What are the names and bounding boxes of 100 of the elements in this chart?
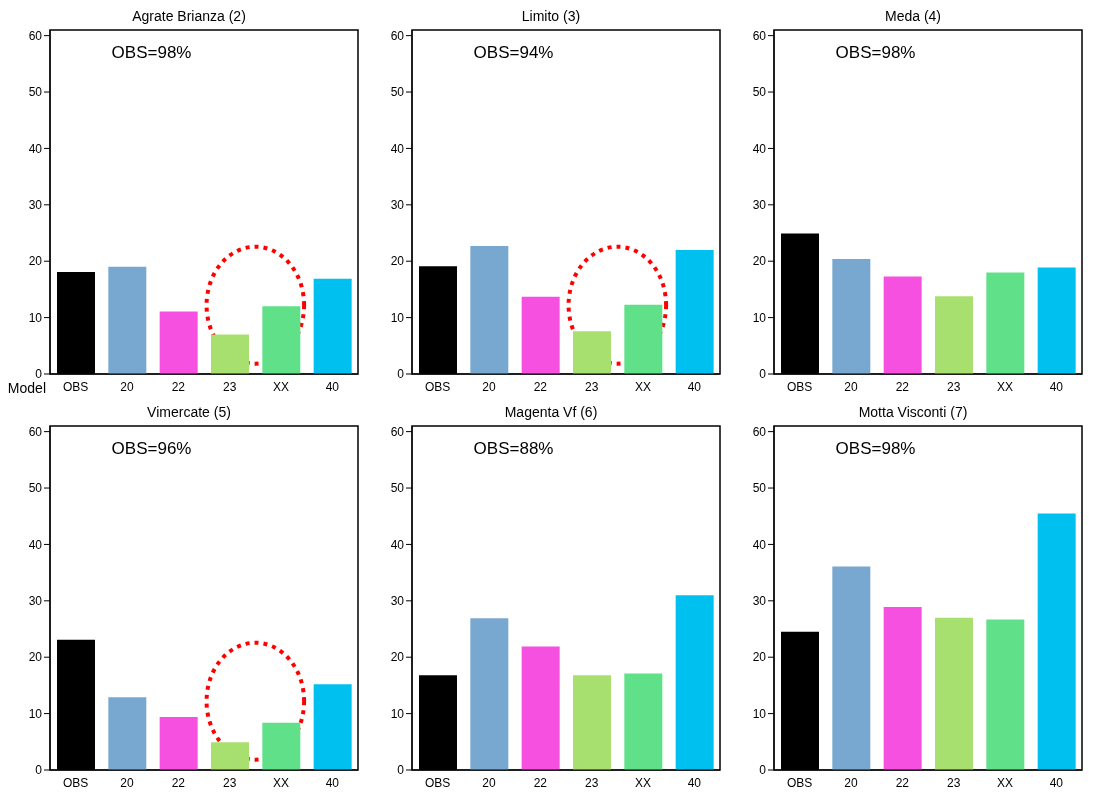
bar — [986, 619, 1025, 770]
annotation: OBS=98% — [835, 43, 916, 62]
x-tick-label: 40 — [1049, 775, 1064, 790]
x-tick-label: OBS — [786, 379, 813, 394]
y-tick-label: 60 — [28, 28, 43, 43]
y-tick-label: 60 — [28, 424, 43, 439]
y-tick-label: 60 — [390, 28, 405, 43]
x-tick-label: 40 — [1049, 379, 1064, 394]
y-tick-label: 10 — [752, 706, 767, 721]
x-tick-label: 20 — [120, 775, 134, 790]
y-tick-label: 0 — [397, 763, 405, 778]
y-tick-label: 40 — [752, 537, 767, 552]
y-tick-label: 0 — [759, 763, 767, 778]
annotation: OBS=94% — [473, 43, 554, 62]
annotation: OBS=88% — [473, 439, 554, 458]
x-tick-label: XX — [634, 379, 652, 394]
y-tick-label: 40 — [28, 537, 43, 552]
bar — [935, 296, 973, 374]
x-tick-label: XX — [996, 379, 1014, 394]
x-tick-label: OBS — [424, 775, 451, 790]
y-tick-label: 20 — [752, 650, 767, 665]
y-tick-label: 10 — [28, 706, 43, 721]
y-tick-label: 0 — [759, 367, 767, 382]
y-tick-label: 50 — [752, 85, 767, 100]
bar — [470, 245, 509, 374]
annotation: OBS=96% — [111, 439, 192, 458]
x-tick-label: 22 — [533, 379, 548, 394]
x-tick-label: 22 — [171, 775, 186, 790]
y-tick-label: 10 — [390, 706, 405, 721]
x-tick-label: 22 — [533, 775, 548, 790]
chart-title: Agrate Brianza (2) — [131, 8, 247, 24]
chart-title: Limito (3) — [520, 8, 582, 24]
y-tick-label: 0 — [397, 367, 405, 382]
y-tick-label: 60 — [390, 424, 405, 439]
y-tick-label: 30 — [28, 594, 43, 609]
bar — [211, 742, 249, 770]
x-tick-label: XX — [634, 775, 652, 790]
y-tick-label: 30 — [390, 594, 405, 609]
y-tick-label: 30 — [752, 594, 767, 609]
y-tick-label: 40 — [28, 141, 43, 156]
bar — [573, 675, 611, 770]
bar — [313, 684, 352, 770]
x-tick-label: 20 — [482, 775, 496, 790]
bar — [573, 331, 611, 374]
x-tick-label: 23 — [946, 379, 961, 394]
x-tick-label: 40 — [325, 775, 340, 790]
x-tick-label: 23 — [222, 379, 237, 394]
x-tick-label: 23 — [946, 775, 961, 790]
bar — [883, 607, 922, 770]
x-tick-label: XX — [996, 775, 1014, 790]
bar — [624, 673, 663, 770]
bar — [159, 311, 198, 374]
bar — [675, 249, 714, 374]
bar — [624, 304, 663, 374]
y-tick-label: 40 — [752, 141, 767, 156]
y-tick-label: 10 — [390, 310, 405, 325]
bar — [108, 697, 147, 770]
x-tick-label: 20 — [844, 379, 858, 394]
y-tick-label: 10 — [28, 310, 43, 325]
chart-title: Magenta Vf (6) — [503, 404, 599, 420]
bar — [313, 278, 352, 374]
x-tick-label: OBS — [786, 775, 813, 790]
x-tick-label: XX — [272, 775, 290, 790]
y-tick-label: 30 — [28, 198, 43, 213]
y-tick-label: 20 — [390, 254, 405, 269]
y-tick-label: 50 — [390, 481, 405, 496]
x-tick-label: 22 — [895, 775, 910, 790]
bar — [521, 646, 560, 770]
bar — [675, 595, 714, 770]
y-tick-label: 50 — [28, 481, 43, 496]
y-tick-label: 50 — [752, 481, 767, 496]
y-tick-label: 60 — [752, 424, 767, 439]
x-tick-label: 20 — [844, 775, 858, 790]
y-tick-label: 20 — [28, 650, 43, 665]
y-tick-label: 0 — [35, 763, 43, 778]
x-tick-label: 23 — [222, 775, 237, 790]
x-tick-label: 22 — [171, 379, 186, 394]
x-tick-label: 20 — [120, 379, 134, 394]
bar — [832, 258, 871, 374]
y-tick-label: 20 — [390, 650, 405, 665]
y-tick-label: 0 — [35, 367, 43, 382]
y-tick-label: 50 — [390, 85, 405, 100]
x-tick-label: 40 — [687, 379, 702, 394]
annotation: OBS=98% — [835, 439, 916, 458]
chart-title: Meda (4) — [884, 8, 942, 24]
x-axis-title: Model — [7, 380, 46, 396]
y-tick-label: 30 — [390, 198, 405, 213]
x-tick-label: 20 — [482, 379, 496, 394]
bar — [211, 334, 249, 374]
y-tick-label: 50 — [28, 85, 43, 100]
x-tick-label: XX — [272, 379, 290, 394]
x-tick-label: 40 — [325, 379, 340, 394]
x-tick-label: 23 — [584, 379, 599, 394]
y-tick-label: 40 — [390, 537, 405, 552]
x-tick-label: OBS — [424, 379, 451, 394]
chart-title: Vimercate (5) — [146, 404, 232, 420]
bar — [108, 266, 147, 374]
bar — [262, 722, 301, 770]
bar — [262, 306, 301, 374]
bar — [521, 296, 560, 374]
